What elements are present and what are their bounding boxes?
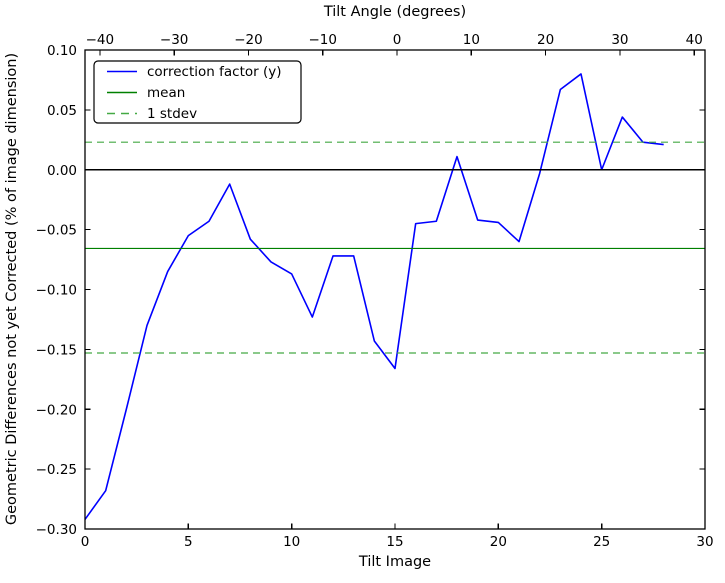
top-tick-label: 10 [463,32,480,48]
y-tick-label: −0.30 [36,522,77,538]
top-tick-label: −30 [160,32,189,48]
top-tick-label: 30 [611,32,628,48]
legend-label-correction-factor: correction factor (y) [147,64,282,80]
y-tick-label: −0.15 [36,342,77,358]
y-tick-label: 0.00 [47,163,77,179]
top-tick-label: −40 [86,32,115,48]
legend-label-mean: mean [147,85,185,101]
legend: correction factor (y) mean 1 stdev [93,60,302,124]
y-tick-label: −0.10 [36,283,77,299]
top-tick-label: −20 [234,32,263,48]
legend-label-stdev: 1 stdev [147,106,197,122]
top-tick-label: 20 [537,32,554,48]
y-tick-label: 0.10 [47,43,77,59]
x-tick-label: 15 [386,534,403,550]
left-axis-title: Geometric Differences not yet Corrected … [4,53,20,525]
top-tick-label: 0 [393,32,402,48]
x-tick-label: 30 [696,534,713,550]
plot-area: 0 5 10 15 20 25 30 −40 −30 −20 −10 0 10 20 30 40 0.10 0.0… [36,32,714,550]
top-tick-label: 40 [686,32,703,48]
y-tick-label: −0.05 [36,223,77,239]
y-tick-label: −0.25 [36,462,77,478]
x-tick-label: 5 [184,534,193,550]
y-tick-label: 0.05 [47,103,77,119]
top-tick-label: −10 [309,32,338,48]
legend-box [93,60,302,124]
x-tick-label: 0 [81,534,90,550]
x-tick-label: 25 [593,534,610,550]
x-tick-label: 20 [490,534,507,550]
bottom-axis-title: Tilt Image [358,554,431,570]
data-line-correction-factor-y- [84,73,664,520]
y-tick-label: −0.20 [36,402,77,418]
top-axis-title: Tilt Angle (degrees) [323,4,466,20]
x-tick-label: 10 [283,534,300,550]
